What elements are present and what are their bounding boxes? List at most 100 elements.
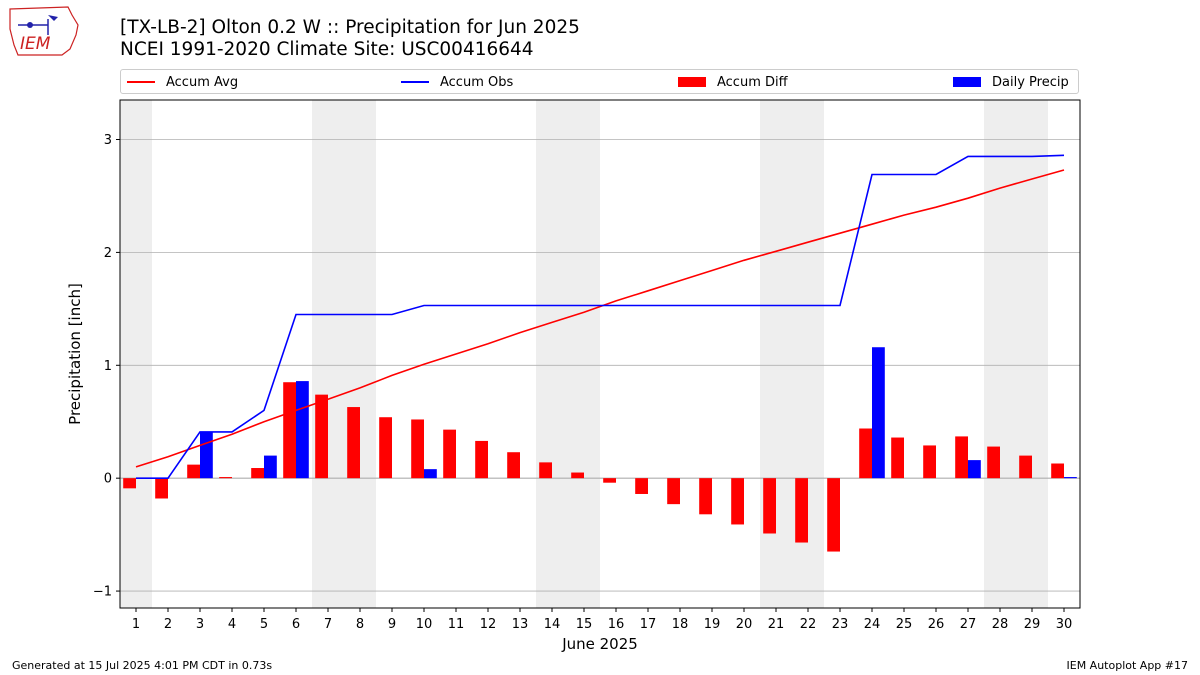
- legend-label-daily-precip: Daily Precip: [992, 74, 1069, 90]
- weekend-band-15: [568, 100, 600, 608]
- x-tick-label-17: 17: [640, 617, 657, 632]
- daily-bar-day-6: [296, 381, 309, 479]
- x-tick-label-22: 22: [800, 617, 817, 632]
- x-tick-label-24: 24: [864, 617, 881, 632]
- x-tick-label-10: 10: [416, 617, 433, 632]
- x-tick-label-28: 28: [992, 617, 1009, 632]
- y-tick-label-0: 0: [104, 472, 112, 487]
- x-tick-label-19: 19: [704, 617, 721, 632]
- legend-swatch-accum-avg: [127, 81, 155, 83]
- title-line-2: NCEI 1991-2020 Climate Site: USC00416644: [120, 39, 534, 60]
- diff-bar-day-16: [603, 478, 616, 483]
- x-tick-label-3: 3: [196, 617, 204, 632]
- diff-bar-day-7: [315, 394, 328, 479]
- x-tick-label-6: 6: [292, 617, 300, 632]
- y-tick-label-3: 3: [104, 133, 112, 148]
- legend-swatch-accum-diff: [678, 77, 706, 87]
- x-tick-label-12: 12: [480, 617, 497, 632]
- diff-bar-day-14: [539, 462, 552, 479]
- diff-bar-day-10: [411, 419, 424, 479]
- diff-bar-day-20: [731, 478, 744, 525]
- x-tick-label-30: 30: [1056, 617, 1073, 632]
- diff-bar-day-25: [891, 437, 904, 479]
- iem-logo: IEM: [8, 5, 80, 59]
- daily-bar-day-24: [872, 347, 885, 479]
- diff-bar-day-18: [667, 478, 680, 505]
- weekend-band-14: [536, 100, 568, 608]
- x-tick-label-23: 23: [832, 617, 849, 632]
- y-tick-label-2: 2: [104, 246, 112, 261]
- diff-bar-day-22: [795, 478, 808, 543]
- weekend-band-7: [312, 100, 344, 608]
- weekend-band-1: [120, 100, 152, 608]
- x-tick-label-8: 8: [356, 617, 364, 632]
- diff-bar-day-12: [475, 440, 488, 479]
- x-tick-label-29: 29: [1024, 617, 1041, 632]
- x-tick-label-15: 15: [576, 617, 593, 632]
- x-tick-label-14: 14: [544, 617, 561, 632]
- daily-bar-day-10: [424, 469, 437, 479]
- daily-bar-day-30: [1064, 477, 1077, 479]
- plot-frame: [119, 99, 1081, 609]
- diff-bar-day-19: [699, 478, 712, 515]
- diff-bar-day-29: [1019, 455, 1032, 479]
- y-axis-label: Precipitation [inch]: [66, 283, 84, 425]
- x-tick-label-1: 1: [132, 617, 140, 632]
- legend-label-accum-obs: Accum Obs: [440, 74, 514, 90]
- daily-bar-day-5: [264, 455, 277, 479]
- diff-bar-day-21: [763, 478, 776, 534]
- legend-item-accum-obs: Accum Obs: [401, 73, 513, 91]
- legend-item-accum-avg: Accum Avg: [127, 73, 238, 91]
- diff-bar-day-28: [987, 446, 1000, 479]
- x-tick-label-20: 20: [736, 617, 753, 632]
- x-tick-label-13: 13: [512, 617, 529, 632]
- x-tick-label-4: 4: [228, 617, 236, 632]
- diff-bar-day-5: [251, 468, 264, 479]
- daily-bar-day-27: [968, 460, 981, 479]
- x-tick-label-18: 18: [672, 617, 689, 632]
- generated-note: Generated at 15 Jul 2025 4:01 PM CDT in …: [12, 659, 273, 672]
- x-tick-label-9: 9: [388, 617, 396, 632]
- diff-bar-day-23: [827, 478, 840, 552]
- x-tick-label-16: 16: [608, 617, 625, 632]
- weekend-band-29: [1016, 100, 1048, 608]
- diff-bar-day-9: [379, 417, 392, 479]
- diff-bar-day-13: [507, 452, 520, 479]
- accum-obs-line: [136, 154, 1065, 480]
- diff-bar-day-6: [283, 382, 296, 479]
- x-tick-label-11: 11: [448, 617, 465, 632]
- x-tick-label-26: 26: [928, 617, 945, 632]
- y-tick-label-1: 1: [104, 359, 112, 374]
- y-tick-label--1: −1: [93, 585, 112, 600]
- diff-bar-day-11: [443, 429, 456, 479]
- x-tick-label-5: 5: [260, 617, 268, 632]
- accum-avg-line: [135, 169, 1065, 468]
- diff-bar-day-15: [571, 472, 584, 479]
- app-note: IEM Autoplot App #17: [1066, 659, 1189, 672]
- diff-bar-day-4: [219, 477, 232, 479]
- daily-bar-day-3: [200, 431, 213, 479]
- weekend-band-28: [984, 100, 1016, 608]
- x-tick-label-25: 25: [896, 617, 913, 632]
- diff-bar-day-8: [347, 407, 360, 479]
- x-axis-label: June 2025: [561, 635, 638, 653]
- diff-bar-day-27: [955, 436, 968, 479]
- diff-bar-day-1: [123, 478, 136, 489]
- chart-title: [TX-LB-2] Olton 0.2 W :: Precipitation f…: [120, 17, 580, 61]
- legend-swatch-accum-obs: [401, 81, 429, 83]
- diff-bar-day-17: [635, 478, 648, 494]
- diff-bar-day-30: [1051, 463, 1064, 479]
- legend: Accum Avg Accum Obs Accum Diff Daily Pre…: [120, 69, 1079, 94]
- legend-swatch-daily-precip: [953, 77, 981, 87]
- weekend-band-8: [344, 100, 376, 608]
- logo-text: IEM: [20, 34, 51, 54]
- diff-bar-day-26: [923, 445, 936, 479]
- x-tick-label-7: 7: [324, 617, 332, 632]
- x-tick-label-2: 2: [164, 617, 172, 632]
- legend-item-daily-precip: Daily Precip: [953, 73, 1069, 91]
- legend-label-accum-diff: Accum Diff: [717, 74, 788, 90]
- x-tick-label-27: 27: [960, 617, 977, 632]
- x-tick-label-21: 21: [768, 617, 785, 632]
- diff-bar-day-2: [155, 478, 168, 499]
